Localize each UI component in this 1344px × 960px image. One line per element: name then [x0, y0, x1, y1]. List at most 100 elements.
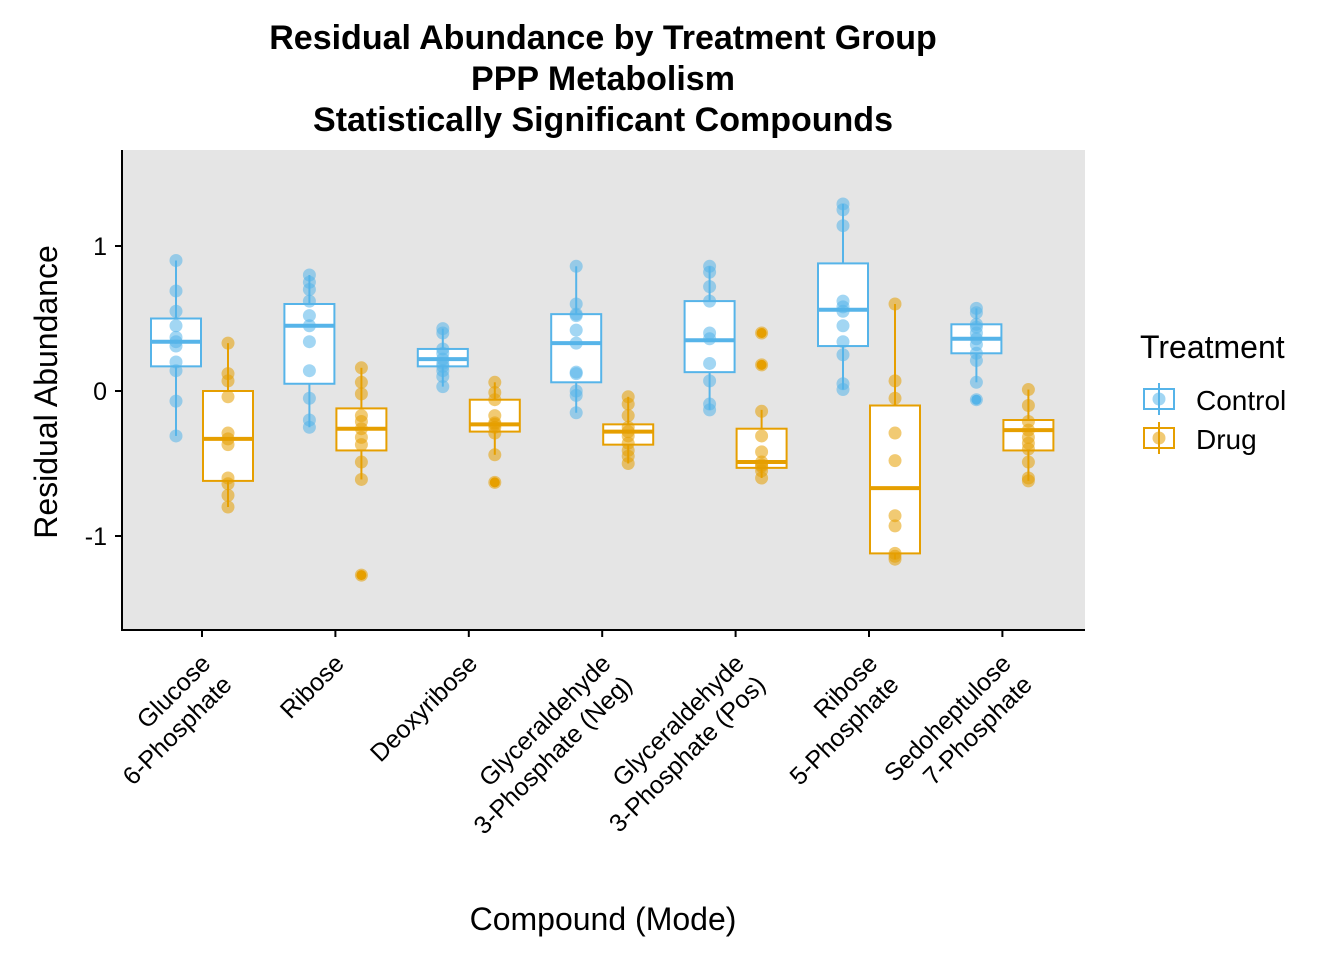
chart-title: Residual Abundance by Treatment Group PP…	[269, 19, 937, 139]
data-point	[969, 354, 983, 368]
box-drug-1	[202, 336, 254, 514]
box-drug-3	[468, 375, 521, 489]
data-point	[888, 297, 902, 311]
data-point	[354, 375, 368, 389]
data-point	[221, 477, 235, 491]
box-control-2	[283, 268, 336, 434]
x-axis-title: Compound (Mode)	[470, 901, 737, 937]
x-tick-label: Ribose	[275, 649, 350, 724]
data-point	[354, 361, 368, 375]
y-tick-label: 0	[93, 378, 107, 406]
box-control-7	[950, 301, 1003, 407]
data-point	[569, 367, 583, 381]
box-control-4	[550, 259, 603, 420]
data-point	[302, 319, 316, 333]
data-point	[1021, 474, 1035, 488]
box-control-3	[416, 322, 469, 394]
box-drug-2	[335, 361, 388, 582]
data-point	[354, 438, 368, 452]
data-point	[169, 304, 183, 318]
data-point	[1021, 455, 1035, 469]
data-point	[703, 280, 717, 294]
data-point	[302, 294, 316, 308]
data-point	[354, 568, 368, 582]
data-point	[969, 306, 983, 320]
x-tick-label: Glyceraldehyde3-Phosphate (Neg)	[447, 649, 637, 839]
data-point	[436, 326, 450, 340]
data-point	[569, 309, 583, 323]
data-point	[569, 406, 583, 420]
data-point	[169, 364, 183, 378]
data-point	[755, 404, 769, 418]
y-tick-label: -1	[85, 523, 107, 551]
legend-key-drug	[1143, 422, 1175, 454]
data-point	[354, 472, 368, 486]
chart-title-line-2: PPP Metabolism	[471, 60, 735, 98]
data-point	[569, 259, 583, 273]
data-point	[302, 420, 316, 434]
data-point	[836, 348, 850, 362]
data-point	[169, 284, 183, 298]
data-point	[436, 380, 450, 394]
data-point	[221, 438, 235, 452]
data-point	[302, 309, 316, 323]
data-point	[703, 403, 717, 417]
data-point	[221, 500, 235, 514]
legend-key-point	[1152, 392, 1166, 406]
legend-key-control	[1143, 383, 1175, 415]
x-tick-label-line: Ribose	[275, 649, 350, 724]
x-axis-ticks: Glucose6-Phosphate Ribose DeoxyriboseGlyce…	[117, 630, 1038, 840]
chart-title-line-3: Statistically Significant Compounds	[313, 101, 893, 139]
data-point	[836, 319, 850, 333]
data-point	[569, 336, 583, 350]
data-point	[621, 397, 635, 411]
data-point	[302, 283, 316, 296]
data-point	[1021, 442, 1035, 456]
data-point	[302, 364, 316, 378]
data-point	[488, 375, 502, 389]
data-point	[354, 455, 368, 469]
data-point	[703, 332, 717, 346]
data-point	[888, 391, 902, 405]
chart-title-line-1: Residual Abundance by Treatment Group	[269, 19, 937, 57]
data-point	[621, 457, 635, 470]
legend-keys	[1143, 383, 1175, 454]
x-tick-label: Deoxyribose	[365, 649, 483, 767]
box-iqr	[817, 262, 869, 348]
box-control-1	[150, 254, 202, 443]
data-point	[703, 265, 717, 279]
y-tick-label: 1	[93, 233, 107, 261]
data-point	[836, 203, 850, 217]
data-point	[836, 219, 850, 233]
data-point	[755, 429, 769, 443]
data-point	[302, 391, 316, 405]
data-point	[703, 356, 717, 370]
data-point	[755, 326, 769, 340]
data-point	[169, 339, 183, 353]
data-point	[488, 393, 502, 407]
data-point	[836, 335, 850, 349]
legend: Treatment Control Drug	[1140, 329, 1286, 455]
data-point	[488, 426, 502, 440]
plot-panel	[122, 150, 1085, 630]
data-point	[888, 519, 902, 533]
legend-key-point	[1152, 431, 1166, 445]
y-axis-ticks: 1 0 -1	[85, 233, 122, 551]
data-point	[221, 488, 235, 502]
legend-title: Treatment	[1140, 329, 1285, 365]
data-point	[888, 426, 902, 440]
data-point	[755, 358, 769, 372]
data-point	[969, 393, 983, 407]
data-point	[1021, 383, 1035, 397]
data-point	[1021, 399, 1035, 412]
y-axis-title: Residual Abundance	[28, 245, 64, 539]
x-tick-label: Sedoheptulose7-Phosphate	[879, 649, 1038, 808]
box-drug-6	[869, 297, 921, 566]
data-point	[221, 336, 235, 350]
data-point	[755, 471, 769, 485]
legend-label-control: Control	[1196, 385, 1286, 416]
data-point	[888, 374, 902, 388]
data-point	[888, 454, 902, 468]
data-point	[703, 374, 717, 388]
